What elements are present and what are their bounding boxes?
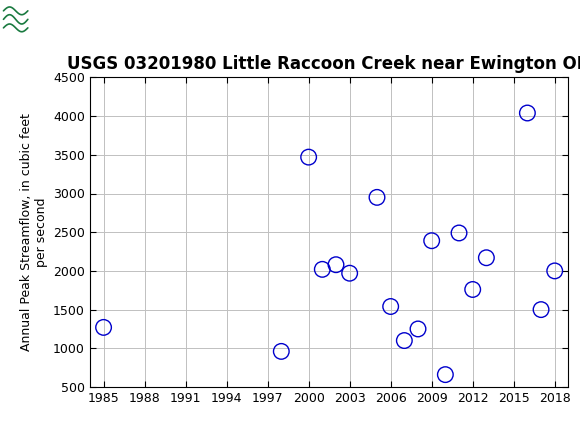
Point bbox=[386, 303, 396, 310]
Point bbox=[454, 230, 463, 236]
Point bbox=[536, 306, 546, 313]
Point bbox=[318, 266, 327, 273]
Point bbox=[345, 270, 354, 276]
Bar bbox=[3, 3, 61, 36]
Point bbox=[414, 326, 423, 332]
Point bbox=[304, 154, 313, 160]
Y-axis label: Annual Peak Streamflow, in cubic feet
per second: Annual Peak Streamflow, in cubic feet pe… bbox=[20, 113, 48, 351]
Point bbox=[99, 324, 108, 331]
Point bbox=[482, 254, 491, 261]
Point bbox=[400, 337, 409, 344]
Title: USGS 03201980 Little Raccoon Creek near Ewington OH: USGS 03201980 Little Raccoon Creek near … bbox=[67, 55, 580, 73]
Point bbox=[523, 110, 532, 117]
Point bbox=[441, 371, 450, 378]
Point bbox=[277, 348, 286, 355]
Point bbox=[468, 286, 477, 293]
Point bbox=[331, 261, 340, 268]
Point bbox=[550, 267, 559, 274]
Text: USGS: USGS bbox=[67, 9, 135, 29]
Point bbox=[372, 194, 382, 201]
Point bbox=[427, 237, 436, 244]
